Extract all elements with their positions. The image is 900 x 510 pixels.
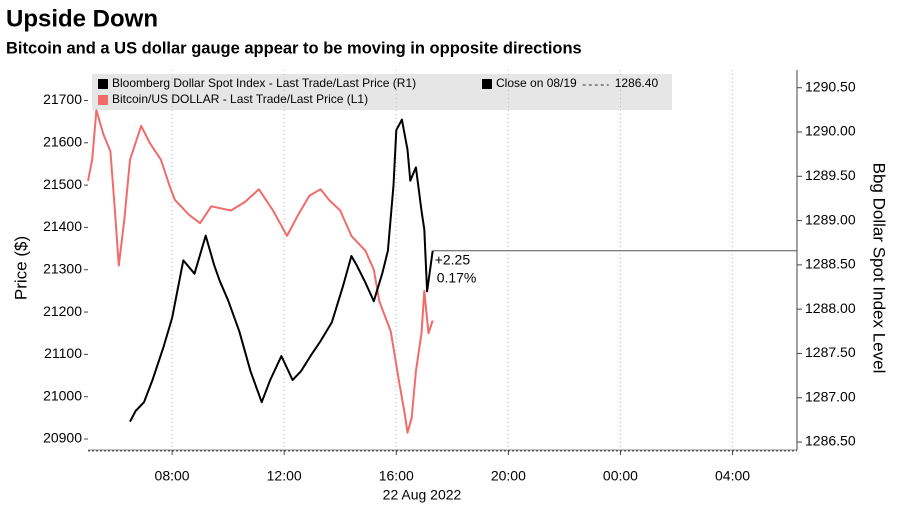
legend-swatch xyxy=(98,79,108,89)
legend-swatch xyxy=(98,95,108,105)
y2-tick-label: 1286.50 xyxy=(805,433,856,449)
y2-tick-label: 1288.50 xyxy=(805,256,856,272)
series-line xyxy=(87,109,434,434)
y-tick-label: 21300 xyxy=(43,260,82,276)
y2-tick-label: 1289.00 xyxy=(805,211,856,227)
y2-tick-label: 1288.00 xyxy=(805,300,856,316)
x-tick-label: 20:00 xyxy=(491,468,526,484)
y-tick-label: 21000 xyxy=(43,387,82,403)
x-tick-label: 00:00 xyxy=(603,468,638,484)
x-tick-label: 12:00 xyxy=(267,468,302,484)
y2-tick-label: 1287.50 xyxy=(805,344,856,360)
y-tick-label: 21700 xyxy=(43,91,82,107)
x-sublabel: 22 Aug 2022 xyxy=(383,487,462,503)
y2-axis-title: Bbg Dollar Spot Index Level xyxy=(870,163,889,374)
legend-label: Bitcoin/US DOLLAR - Last Trade/Last Pric… xyxy=(112,92,368,106)
y2-tick-label: 1289.50 xyxy=(805,167,856,183)
y-tick-label: 20900 xyxy=(43,430,82,446)
reference-value-label: 1286.40 xyxy=(615,76,659,90)
x-tick-label: 04:00 xyxy=(715,468,750,484)
y2-tick-label: 1290.50 xyxy=(805,78,856,94)
y-tick-label: 21500 xyxy=(43,176,82,192)
y2-tick-label: 1287.00 xyxy=(805,388,856,404)
legend-box xyxy=(92,74,672,110)
series-line xyxy=(129,118,434,423)
x-tick-label: 16:00 xyxy=(379,468,414,484)
reference-legend-label: Close on 08/19 xyxy=(496,76,577,90)
change-pct-label: 0.17% xyxy=(437,269,477,285)
legend-swatch xyxy=(482,79,492,89)
y-tick-label: 21200 xyxy=(43,303,82,319)
y-axis-title: Price ($) xyxy=(11,236,30,300)
chart-title: Upside Down xyxy=(6,5,158,32)
legend-label: Bloomberg Dollar Spot Index - Last Trade… xyxy=(112,76,416,90)
y-tick-label: 21600 xyxy=(43,133,82,149)
y2-tick-label: 1290.00 xyxy=(805,123,856,139)
x-tick-label: 08:00 xyxy=(155,468,190,484)
chart-subtitle: Bitcoin and a US dollar gauge appear to … xyxy=(6,39,582,57)
change-label: +2.25 xyxy=(435,251,471,267)
y-tick-label: 21100 xyxy=(44,345,82,361)
y-tick-label: 21400 xyxy=(43,218,82,234)
